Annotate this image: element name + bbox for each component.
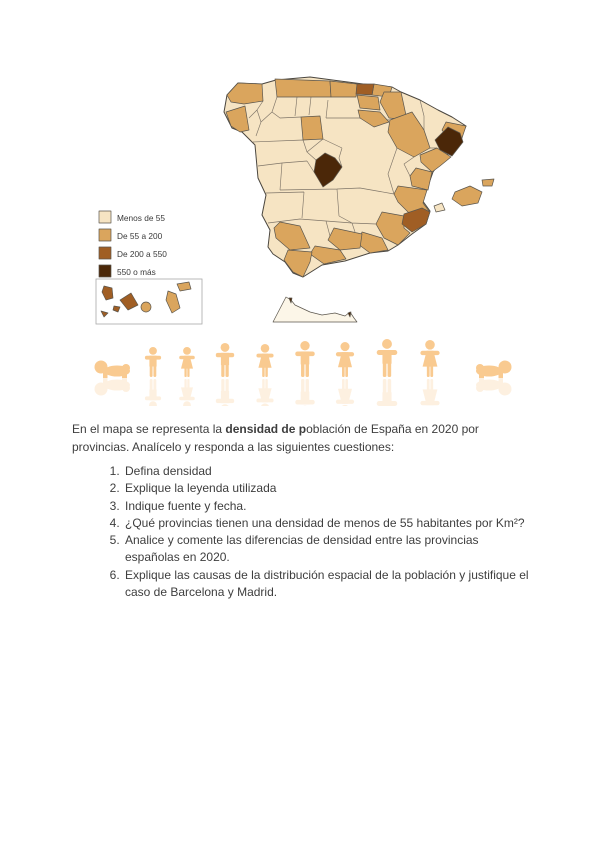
province-a-coruna	[226, 82, 264, 105]
man-icon	[376, 339, 398, 377]
island-el-hierro	[100, 310, 109, 318]
province-alava	[356, 94, 381, 111]
intro-text-pre: En el mapa se representa la	[72, 422, 226, 436]
province-tarragona	[419, 147, 452, 173]
island-gran-canaria	[140, 301, 152, 313]
province-alicante	[401, 207, 431, 233]
island-la-palma	[101, 285, 114, 301]
people-row-reflection	[95, 378, 512, 406]
province-borders-mesh	[248, 96, 437, 237]
legend-swatch-2	[98, 228, 112, 242]
intro-paragraph: En el mapa se representa la densidad de …	[72, 421, 537, 456]
province-barcelona	[434, 126, 464, 157]
province-asturias	[274, 78, 332, 98]
question-item: Analice y comente las diferencias de den…	[123, 532, 533, 567]
province-cadiz	[283, 249, 313, 278]
island-tenerife	[119, 292, 139, 311]
spain-choropleth-map: Menos de 55 De 55 a 200 De 200 a 550 550…	[95, 76, 495, 325]
people-figures-graphic	[94, 339, 512, 406]
island-lanzarote	[176, 281, 192, 292]
woman-icon	[256, 344, 274, 377]
woman-icon	[420, 340, 440, 377]
question-item: Indique fuente y fecha.	[123, 498, 533, 515]
africa-coastline	[272, 296, 358, 323]
island-la-gomera	[112, 305, 121, 313]
density-map-figure: Menos de 55 De 55 a 200 De 200 a 550 550…	[90, 60, 530, 332]
baby-icon	[94, 360, 130, 378]
province-vizcaya	[355, 83, 375, 96]
legend-label-4: 550 o más	[117, 267, 156, 277]
province-pontevedra	[225, 105, 250, 133]
legend-swatch-3	[98, 246, 112, 260]
question-item: ¿Qué provincias tienen una densidad de m…	[123, 515, 533, 532]
population-people-band	[88, 336, 520, 406]
legend-swatch-1	[98, 210, 112, 224]
province-cantabria	[329, 80, 358, 98]
girl-icon	[179, 347, 195, 377]
province-la-rioja	[357, 109, 390, 128]
boy-icon	[144, 347, 162, 377]
legend-label-3: De 200 a 550	[117, 249, 167, 259]
province-granada	[327, 227, 363, 251]
map-legend: Menos de 55 De 55 a 200 De 200 a 550 550…	[98, 210, 167, 278]
woman-icon	[335, 342, 355, 377]
province-castellon	[409, 167, 433, 191]
province-valladolid	[300, 115, 324, 141]
province-sevilla	[273, 221, 311, 251]
man-icon	[215, 343, 235, 377]
island-fuerteventura	[165, 290, 181, 314]
baby-icon	[476, 360, 512, 378]
people-row	[94, 339, 512, 378]
legend-label-2: De 55 a 200	[117, 231, 163, 241]
question-item: Defina densidad	[123, 463, 533, 480]
questions-list: Defina densidad Explique la leyenda util…	[85, 463, 533, 601]
man-icon	[295, 341, 315, 377]
intro-text-post: oblación de España en 2020 por provincia…	[72, 422, 479, 454]
questions-block: Defina densidad Explique la leyenda util…	[85, 463, 535, 601]
island-ibiza	[433, 202, 446, 213]
canary-islands-inset	[95, 278, 203, 325]
question-item: Explique la leyenda utilizada	[123, 480, 533, 497]
question-item: Explique las causas de la distribución e…	[123, 567, 533, 602]
legend-label-1: Menos de 55	[117, 213, 165, 223]
island-menorca	[481, 178, 495, 187]
city-ceuta	[288, 297, 293, 304]
island-mallorca	[451, 185, 483, 207]
city-melilla	[347, 311, 352, 318]
legend-swatch-4	[98, 264, 112, 278]
province-madrid	[313, 152, 343, 188]
province-zaragoza	[387, 111, 431, 158]
intro-text-bold: densidad de p	[225, 422, 307, 436]
